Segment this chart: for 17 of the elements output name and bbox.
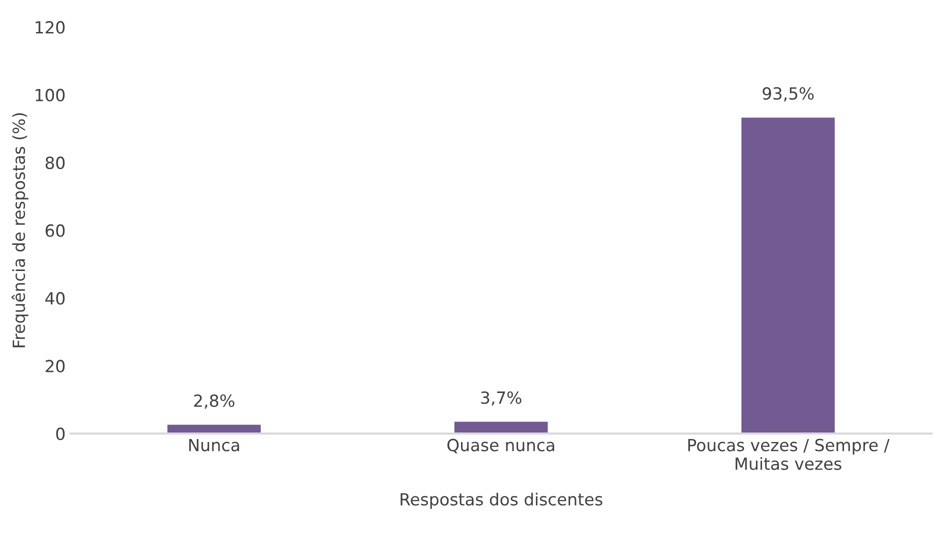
data-label: 93,5% — [762, 87, 814, 102]
x-axis-title: Respostas dos discentes — [400, 492, 602, 509]
data-label: 3,7% — [481, 391, 522, 406]
y-tick-label: 120 — [36, 21, 65, 34]
x-tick-label: Quase nunca — [447, 438, 554, 454]
y-tick-label: 20 — [46, 360, 65, 372]
y-tick-label: 0 — [56, 428, 65, 440]
bar — [740, 116, 836, 434]
y-tick-label: 80 — [46, 156, 65, 170]
data-label: 2,8% — [194, 394, 234, 409]
y-tick-label: 60 — [46, 224, 65, 237]
y-tick-label: 40 — [45, 292, 65, 305]
x-tick-label: Nunca — [189, 438, 240, 452]
y-axis-title: Frequência de respostas (%) — [12, 113, 28, 348]
bar — [453, 420, 550, 434]
y-tick-label: 100 — [36, 88, 65, 102]
x-tick-label: Poucas vezes / Sempre / Muitas vezes — [688, 438, 890, 470]
